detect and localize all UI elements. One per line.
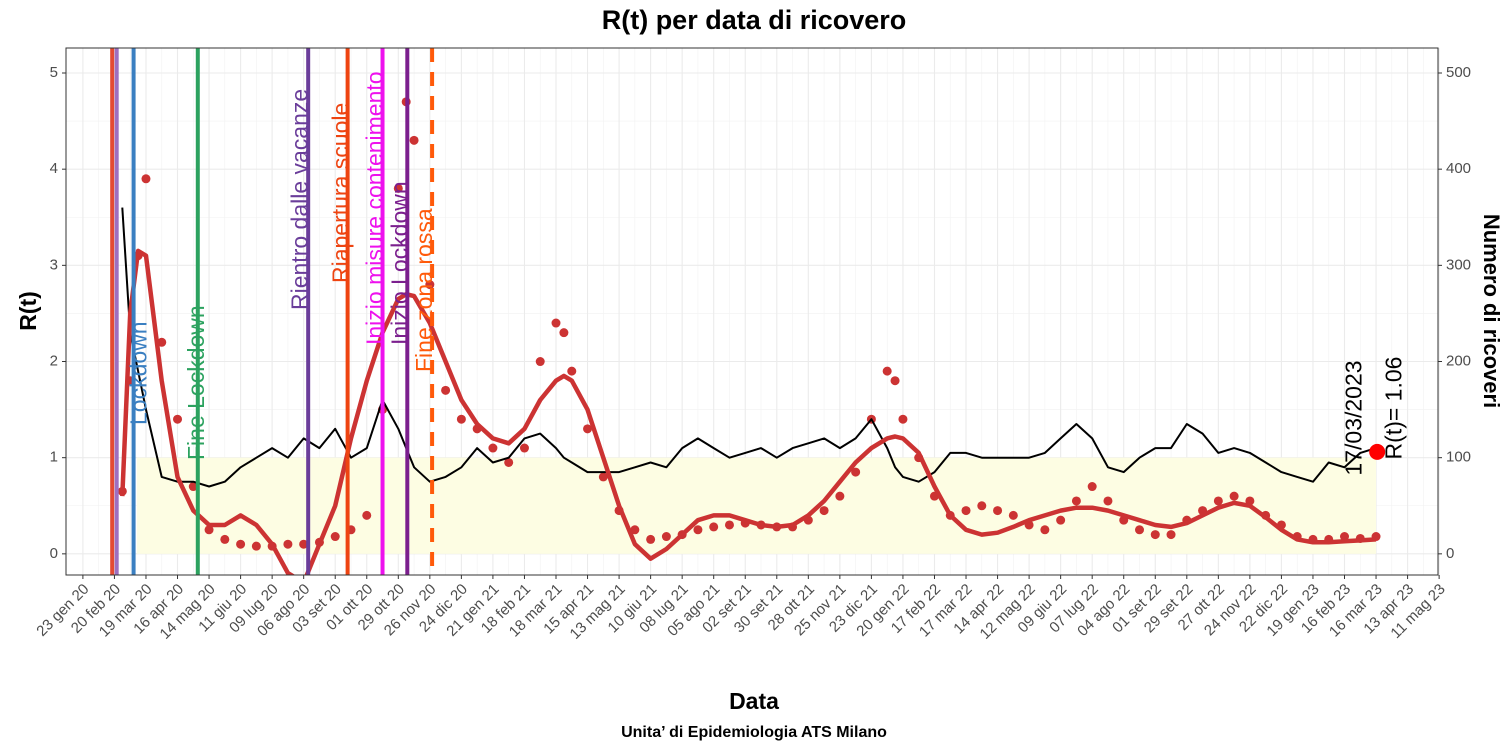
data-point <box>299 539 309 549</box>
data-point <box>157 337 167 347</box>
data-point <box>1150 530 1160 540</box>
y-tick-label: 0 <box>50 545 58 562</box>
data-point <box>1340 532 1350 542</box>
y-axis-title: R(t) <box>15 291 41 331</box>
data-point <box>898 414 908 424</box>
data-point <box>559 328 569 338</box>
event-label: Inizio misure contenimento <box>362 71 388 345</box>
y-tick-label: 2 <box>50 352 58 369</box>
event-label: Rientro dalle vacanze <box>286 89 312 310</box>
data-point <box>220 534 230 544</box>
data-point <box>598 472 608 482</box>
data-point <box>330 532 340 542</box>
data-point <box>535 357 545 367</box>
data-point <box>1213 496 1223 506</box>
data-point <box>1087 482 1097 492</box>
caption: Unita’ di Epidemiologia ATS Milano <box>621 724 887 741</box>
data-point <box>661 532 671 542</box>
last-date-label: 17/03/2023 <box>1340 360 1366 475</box>
y-tick-label: 1 <box>50 449 58 466</box>
x-axis-title: Data <box>729 688 779 714</box>
data-point <box>188 482 198 492</box>
data-point <box>630 525 640 535</box>
data-point <box>488 443 498 453</box>
last-value-label: R(t)= 1.06 <box>1380 357 1406 460</box>
data-point <box>835 491 845 501</box>
data-point <box>283 539 293 549</box>
y2-tick-label: 200 <box>1446 352 1471 369</box>
y2-tick-label: 300 <box>1446 256 1471 273</box>
data-point <box>1056 515 1066 525</box>
data-point <box>141 174 151 184</box>
data-point <box>882 366 892 376</box>
y-tick-label: 4 <box>50 160 58 177</box>
series-line <box>120 248 1377 575</box>
event-label: Fine zona rossa <box>411 208 437 372</box>
data-point <box>693 525 703 535</box>
y2-axis-title: Numero di ricoveri <box>1479 214 1504 408</box>
data-point <box>1040 525 1050 535</box>
data-point <box>1071 496 1081 506</box>
data-point <box>1008 510 1018 520</box>
data-point <box>441 385 451 395</box>
data-point <box>393 183 403 193</box>
y2-tick-label: 500 <box>1446 64 1471 81</box>
data-point <box>961 506 971 516</box>
y-tick-label: 3 <box>50 256 58 273</box>
event-label: Riapertura scuole <box>328 103 354 283</box>
chart-title: R(t) per data di ricovero <box>602 5 907 35</box>
plot-area: Lockdown Fine Lockdown Rientro dalle vacan… <box>110 48 1386 575</box>
data-point <box>567 366 577 376</box>
event-label: Inizio Lockdown <box>386 181 412 345</box>
data-point <box>1134 525 1144 535</box>
data-point <box>204 525 214 535</box>
data-point <box>236 539 246 549</box>
data-point <box>993 506 1003 516</box>
data-point <box>1229 491 1239 501</box>
data-point <box>519 443 529 453</box>
data-point <box>173 414 183 424</box>
data-point <box>1103 496 1113 506</box>
y2-tick-label: 400 <box>1446 160 1471 177</box>
data-point <box>409 135 419 145</box>
data-point <box>709 522 719 532</box>
data-point <box>583 424 593 434</box>
panel-border <box>65 47 1439 576</box>
data-point <box>890 376 900 386</box>
data-point <box>456 414 466 424</box>
data-point <box>724 520 734 530</box>
data-point <box>851 467 861 477</box>
data-point <box>1166 530 1176 540</box>
y2-tick-label: 100 <box>1446 449 1471 466</box>
data-point <box>819 506 829 516</box>
y2-tick-label: 0 <box>1446 545 1454 562</box>
last-value-point <box>1369 443 1386 460</box>
data-point <box>551 318 561 328</box>
series-line <box>121 207 1377 488</box>
data-point <box>977 501 987 511</box>
data-point <box>362 510 372 520</box>
y-tick-label: 5 <box>50 64 58 81</box>
data-point <box>504 457 514 467</box>
data-point <box>425 280 435 290</box>
data-point <box>646 534 656 544</box>
event-label: Fine Lockdown <box>183 305 209 460</box>
event-label: Lockdown <box>126 321 152 425</box>
data-point <box>251 541 261 551</box>
